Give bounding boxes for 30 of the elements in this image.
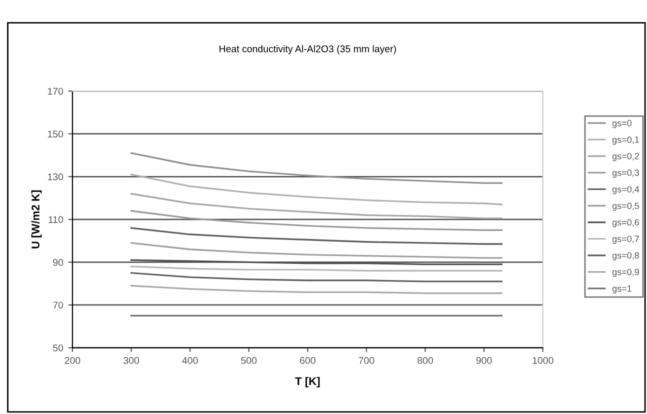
x-tick-label: 800 [418, 357, 433, 364]
legend-label: gs=1 [612, 285, 632, 294]
legend-label: gs=0,7 [612, 236, 639, 244]
x-tick-label: 900 [476, 357, 492, 364]
x-tick-label: 500 [241, 357, 257, 364]
legend-label: gs=0,3 [612, 170, 640, 178]
chart-title: Heat conductivity Al-Al2O3 (35 mm layer) [220, 45, 396, 54]
legend-label: gs=0,1 [612, 136, 639, 145]
y-tick-label: 50 [53, 344, 64, 352]
x-tick-label: 1000 [532, 357, 554, 364]
legend-label: gs=0,9 [612, 268, 639, 277]
legend-label: gs=0,2 [612, 152, 639, 162]
x-tick-label: 300 [124, 357, 139, 364]
legend-label: gs=0,8 [612, 252, 640, 260]
x-axis-title: T [K] [295, 376, 320, 388]
x-tick-label: 400 [182, 357, 198, 364]
y-tick-label: 70 [53, 302, 64, 309]
legend-label: gs=0,5 [612, 202, 640, 211]
y-tick-label: 110 [48, 216, 64, 224]
y-tick-label: 170 [48, 88, 64, 95]
legend-label: gs=0,4 [612, 186, 640, 194]
y-tick-label: 150 [48, 130, 64, 138]
x-tick-label: 700 [358, 357, 374, 364]
x-tick-label: 600 [300, 357, 316, 364]
y-tick-label: 130 [48, 173, 64, 180]
x-tick-label: 200 [64, 357, 80, 364]
y-axis-title: U [W/m2 K] [31, 190, 42, 248]
legend-label: gs=0 [612, 120, 632, 128]
legend-label: gs=0,6 [612, 219, 640, 228]
y-tick-label: 90 [53, 258, 64, 266]
